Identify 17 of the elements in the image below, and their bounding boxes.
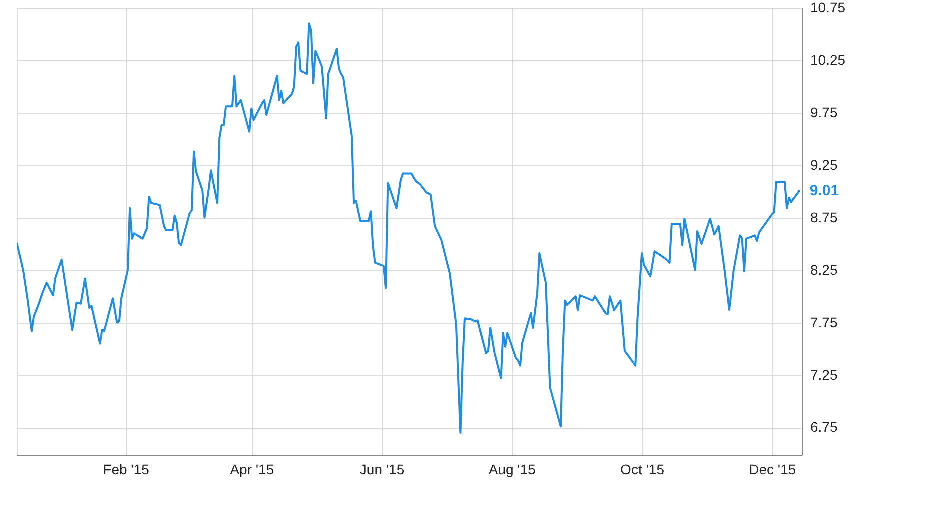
y-tick-label: 6.75 bbox=[810, 419, 838, 436]
y-tick-label: 7.25 bbox=[810, 366, 838, 383]
y-tick-label: 9.75 bbox=[810, 104, 838, 120]
x-tick-label: Jun '15 bbox=[360, 462, 405, 478]
x-tick-label: Aug '15 bbox=[488, 462, 536, 478]
x-tick-label: Dec '15 bbox=[749, 462, 796, 478]
y-tick-label: 8.75 bbox=[810, 209, 838, 226]
line-series bbox=[17, 22, 801, 434]
y-tick-label: 9.25 bbox=[810, 156, 838, 173]
y-tick-label: 7.75 bbox=[810, 314, 838, 330]
annotation: 9.01 bbox=[810, 182, 840, 200]
x-tick-label: Feb '15 bbox=[103, 462, 150, 478]
x-tick-label: Apr '15 bbox=[230, 462, 274, 478]
x-tick-label: Oct '15 bbox=[620, 462, 665, 478]
y-tick-label: 10.25 bbox=[810, 52, 846, 68]
y-tick-label: 8.25 bbox=[810, 262, 838, 278]
y-tick-label: 10.75 bbox=[810, 0, 846, 16]
